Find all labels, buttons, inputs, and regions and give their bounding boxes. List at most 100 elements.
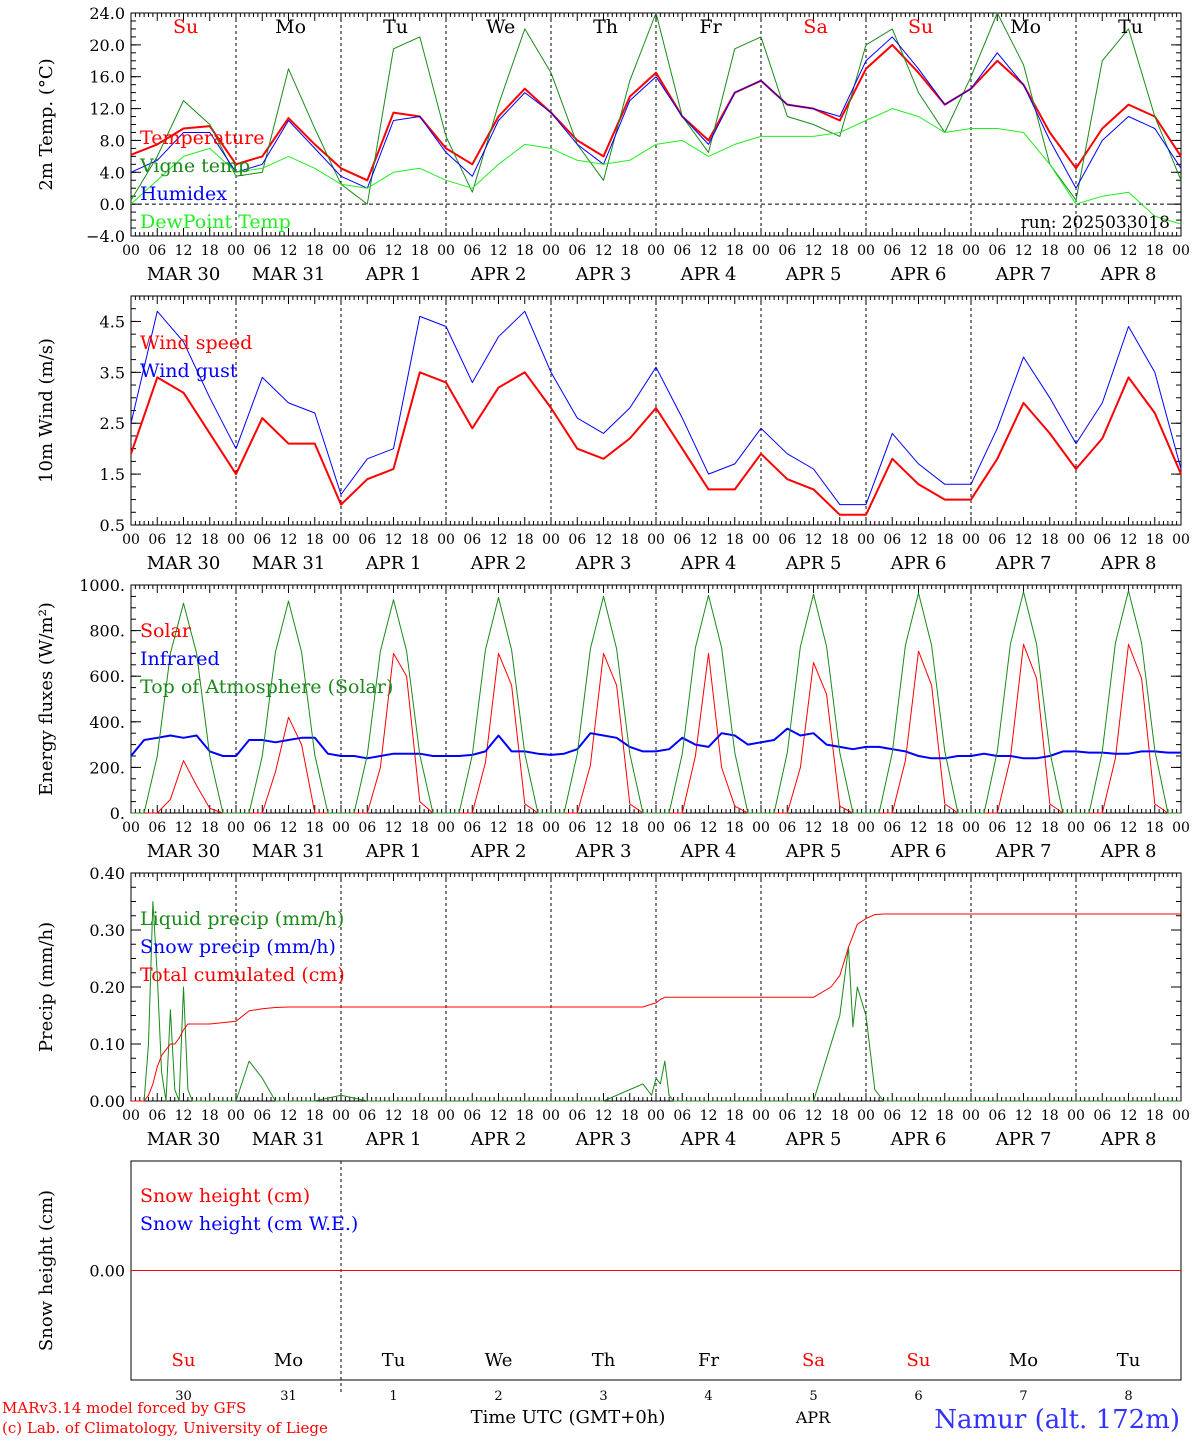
date-label: APR 2	[470, 1129, 527, 1150]
hour-label: 06	[568, 1108, 586, 1124]
hour-label: 18	[1146, 243, 1164, 259]
y-tick-label: 2.5	[100, 414, 125, 433]
date-label: APR 5	[785, 1129, 842, 1150]
hour-label: 18	[726, 532, 744, 548]
y-tick-label: 0.10	[89, 1035, 125, 1054]
legend-entry: Temperature	[140, 127, 264, 149]
y-tick-label: 20.0	[89, 36, 125, 55]
hour-label: 12	[280, 243, 298, 259]
date-label: APR 6	[890, 1129, 947, 1150]
series-infrared	[130, 727, 1181, 760]
hour-label: 06	[148, 820, 166, 836]
series-total-cumulated-cm-	[131, 913, 1181, 1102]
hour-label: 18	[201, 532, 219, 548]
hour-label: 06	[778, 820, 796, 836]
lab-credit: (c) Lab. of Climatology, University of L…	[2, 1419, 328, 1437]
hour-label: 18	[306, 532, 324, 548]
day-label: Sa	[803, 16, 827, 38]
hour-label: 18	[936, 1108, 954, 1124]
day-label: Mo	[274, 1350, 303, 1371]
hour-label: 12	[1015, 1108, 1033, 1124]
day-label: We	[485, 1350, 513, 1371]
hour-label: 00	[1067, 1108, 1085, 1124]
hour-label: 12	[700, 243, 718, 259]
hour-label: 12	[1015, 243, 1033, 259]
hour-label: 00	[542, 820, 560, 836]
hour-label: 06	[673, 243, 691, 259]
hour-label: 18	[621, 1108, 639, 1124]
hour-label: 18	[306, 1108, 324, 1124]
hour-label: 12	[910, 243, 928, 259]
hour-label: 06	[568, 532, 586, 548]
series-vigne-temp	[130, 12, 1182, 205]
y-tick-label: 400.	[89, 713, 125, 732]
hour-label: 06	[148, 1108, 166, 1124]
station-name: Namur (alt. 172m)	[934, 1405, 1180, 1435]
date-label: APR 2	[470, 841, 527, 862]
footer: MARv3.14 model forced by GFS (c) Lab. of…	[2, 1399, 1180, 1437]
date-label: APR 3	[575, 841, 632, 862]
hour-label: 12	[490, 243, 508, 259]
y-tick-label: 8.0	[100, 131, 125, 150]
y-tick-label: 4.0	[100, 163, 125, 182]
hour-label: 18	[936, 243, 954, 259]
day-number: 4	[704, 1389, 712, 1404]
hour-label: 18	[516, 1108, 534, 1124]
day-number: 31	[280, 1389, 297, 1404]
date-label: APR 3	[575, 1129, 632, 1150]
date-label: APR 2	[470, 264, 527, 285]
day-label: Th	[592, 1350, 616, 1371]
hour-label: 12	[175, 243, 193, 259]
hour-label: 06	[568, 820, 586, 836]
day-number: 30	[175, 1389, 192, 1404]
hour-label: 12	[175, 532, 193, 548]
day-label: Fr	[698, 1350, 719, 1371]
hour-label: 18	[831, 243, 849, 259]
hour-label: 18	[726, 243, 744, 259]
day-label: Mo	[1010, 16, 1041, 38]
hour-label: 12	[1120, 820, 1138, 836]
hour-label: 00	[962, 820, 980, 836]
date-label: APR 1	[365, 553, 422, 574]
hour-label: 18	[621, 243, 639, 259]
hour-label: 06	[673, 1108, 691, 1124]
date-label: APR 1	[365, 841, 422, 862]
hour-label: 06	[148, 532, 166, 548]
hour-label: 06	[463, 532, 481, 548]
day-number: 7	[1019, 1389, 1027, 1404]
panel-energy: 0. 200. 400. 600. 800. 1000. Energy fluxes (W/…	[36, 576, 1190, 862]
hour-label: 06	[253, 532, 271, 548]
hour-label: 06	[883, 820, 901, 836]
date-label: APR 5	[785, 841, 842, 862]
hour-label: 12	[805, 820, 823, 836]
hour-label: 18	[201, 1108, 219, 1124]
hour-label: 18	[411, 532, 429, 548]
hour-label: 12	[385, 1108, 403, 1124]
day-label: Mo	[1009, 1350, 1038, 1371]
y-tick-label: 0.00	[89, 1092, 125, 1111]
y-tick-label: 200.	[89, 758, 125, 777]
hour-label: 00	[857, 243, 875, 259]
hour-label: 18	[831, 532, 849, 548]
hour-label: 18	[726, 1108, 744, 1124]
hour-label: 18	[516, 820, 534, 836]
y-tick-label: 0.00	[89, 1262, 125, 1281]
hour-label: 18	[1146, 1108, 1164, 1124]
hour-label: 06	[253, 243, 271, 259]
y-tick-label: 12.0	[89, 100, 125, 119]
series-dewpoint-temp	[130, 108, 1182, 225]
hour-label: 00	[1067, 820, 1085, 836]
panel-snow: 0.00 Snow height (cm) Snow height (cm) Snow…	[36, 1160, 1182, 1404]
date-label: APR 3	[575, 553, 632, 574]
hour-label: 00	[962, 1108, 980, 1124]
day-label: Tu	[1118, 16, 1143, 38]
series-humidex	[130, 36, 1182, 189]
hour-label: 12	[700, 1108, 718, 1124]
date-label: APR 4	[680, 553, 737, 574]
date-label: APR 5	[785, 264, 842, 285]
hour-label: 12	[385, 532, 403, 548]
hour-label: 06	[1093, 1108, 1111, 1124]
hour-label: 00	[647, 243, 665, 259]
hour-label: 06	[1093, 243, 1111, 259]
day-label: Tu	[383, 16, 408, 38]
